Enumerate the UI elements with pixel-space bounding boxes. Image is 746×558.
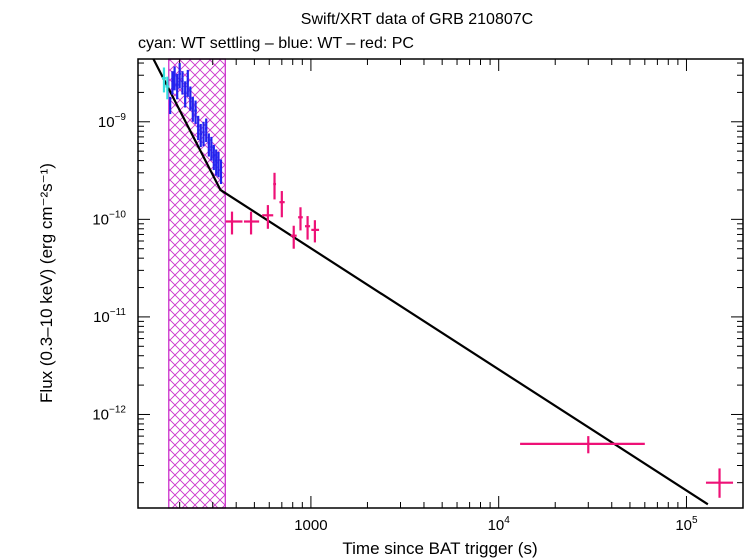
y-tick-label: 10−11 <box>93 307 126 326</box>
y-tick-label: 10−10 <box>92 209 126 228</box>
data-point <box>217 152 220 178</box>
data-point <box>196 115 200 141</box>
y-axis-label: Flux (0.3–10 keV) (erg cm⁻²s⁻¹) <box>37 163 56 403</box>
data-point <box>199 123 202 148</box>
data-point <box>189 86 192 111</box>
data-point <box>202 121 205 147</box>
model-fit-layer <box>152 58 709 506</box>
x-axis-label: Time since BAT trigger (s) <box>342 539 537 558</box>
data-point <box>181 71 184 95</box>
x-tick-label: 105 <box>675 515 698 534</box>
axis-ticks <box>138 59 744 508</box>
data-point <box>169 96 172 115</box>
data-point <box>171 71 174 95</box>
x-tick-label: 1000 <box>294 517 327 534</box>
data-point <box>298 207 303 231</box>
data-point <box>194 100 197 124</box>
data-point <box>520 436 645 454</box>
chart-subtitle: cyan: WT settling – blue: WT – red: PC <box>138 35 414 52</box>
y-tick-label: 10−9 <box>98 112 127 131</box>
data-point <box>705 468 734 498</box>
data-point <box>191 96 194 122</box>
model-fit-line <box>152 58 709 506</box>
data-point <box>304 216 311 240</box>
data-point <box>210 136 213 161</box>
data-point <box>262 205 274 229</box>
y-tick-label: 10−12 <box>92 404 126 423</box>
data-point <box>212 144 215 171</box>
data-point <box>173 66 176 91</box>
series-pc <box>225 172 734 498</box>
shaded-region-layer <box>168 58 226 509</box>
x-tick-labels: 1000 104 105 <box>294 515 698 534</box>
data-point <box>225 211 243 235</box>
data-point <box>165 76 170 100</box>
plot-frame <box>137 58 744 509</box>
data-point <box>175 73 179 100</box>
series-wt <box>169 63 223 185</box>
data-point <box>243 211 260 235</box>
data-point <box>205 118 208 143</box>
x-tick-label: 104 <box>488 515 511 534</box>
chart-title: Swift/XRT data of GRB 210807C <box>301 11 533 28</box>
data-point <box>161 67 166 93</box>
data-point <box>219 159 223 185</box>
series-wt-settling <box>161 67 170 100</box>
data-point <box>311 220 320 243</box>
data-point <box>184 81 187 108</box>
data-point <box>186 69 189 97</box>
data-point <box>178 63 181 89</box>
data-point <box>215 149 218 176</box>
data-point <box>279 191 285 218</box>
y-tick-labels: 10−9 10−10 10−11 10−12 <box>92 112 126 424</box>
data-points-layer <box>161 63 734 498</box>
shaded-region <box>168 58 226 509</box>
data-point <box>207 133 210 157</box>
data-point <box>290 225 297 249</box>
data-point <box>273 172 277 200</box>
